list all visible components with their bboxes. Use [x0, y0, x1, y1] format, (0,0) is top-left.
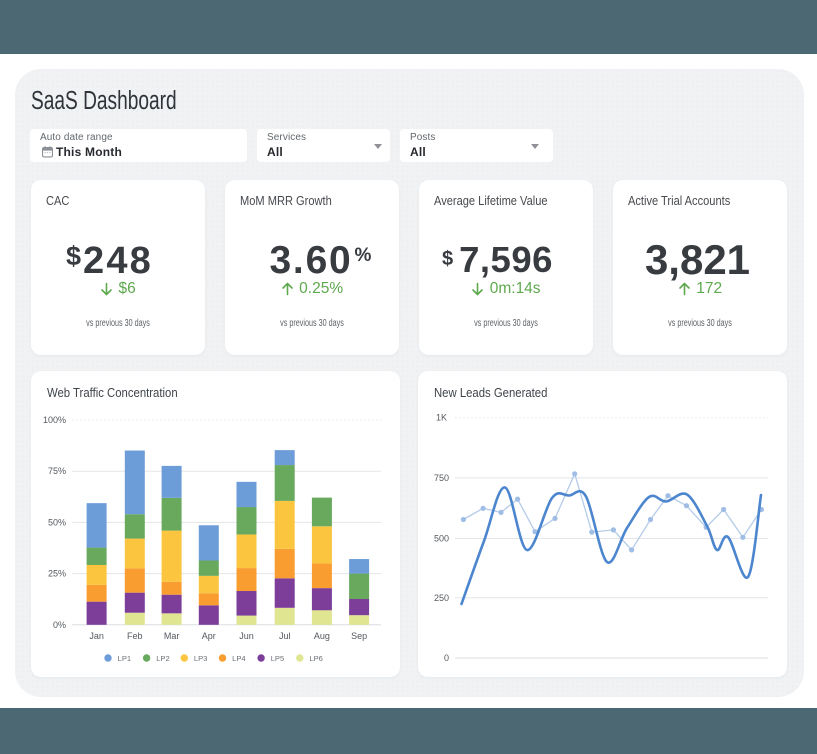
- svg-text:LP5: LP5: [271, 654, 285, 663]
- svg-text:LP4: LP4: [232, 654, 246, 663]
- svg-text:Jul: Jul: [279, 631, 291, 641]
- svg-text:250: 250: [434, 593, 449, 603]
- svg-text:750: 750: [434, 473, 449, 483]
- svg-text:Feb: Feb: [127, 631, 143, 641]
- svg-text:Jun: Jun: [239, 631, 254, 641]
- svg-text:LP3: LP3: [194, 654, 208, 663]
- svg-text:Jan: Jan: [89, 631, 104, 641]
- svg-text:0%: 0%: [53, 620, 66, 630]
- svg-text:0: 0: [444, 653, 449, 663]
- svg-text:75%: 75%: [48, 466, 66, 476]
- svg-text:LP6: LP6: [309, 654, 323, 663]
- svg-text:100%: 100%: [43, 415, 66, 425]
- svg-text:25%: 25%: [48, 569, 66, 579]
- svg-text:1K: 1K: [436, 413, 447, 423]
- svg-text:Sep: Sep: [351, 631, 367, 641]
- svg-text:LP1: LP1: [118, 654, 132, 663]
- svg-text:500: 500: [434, 534, 449, 544]
- svg-text:LP2: LP2: [156, 654, 170, 663]
- svg-text:Apr: Apr: [202, 631, 216, 641]
- svg-text:Aug: Aug: [314, 631, 330, 641]
- svg-text:50%: 50%: [48, 517, 66, 527]
- svg-text:Mar: Mar: [164, 631, 180, 641]
